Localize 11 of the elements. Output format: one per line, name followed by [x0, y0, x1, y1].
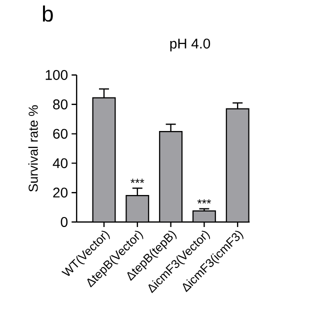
y-axis-title: Survival rate % — [28, 105, 38, 192]
y-tick-label: 100 — [46, 70, 68, 80]
y-tick-label: 40 — [52, 158, 68, 168]
annotation: *** — [130, 178, 144, 183]
annotation: *** — [197, 199, 212, 204]
chart-title: pH 4.0 — [170, 38, 210, 52]
y-tick-label: 0 — [60, 217, 68, 227]
y-tick-label: 20 — [53, 188, 68, 198]
y-tick-label: 80 — [53, 99, 68, 110]
text: b — [42, 6, 53, 22]
y-tick-label: 60 — [53, 128, 68, 139]
